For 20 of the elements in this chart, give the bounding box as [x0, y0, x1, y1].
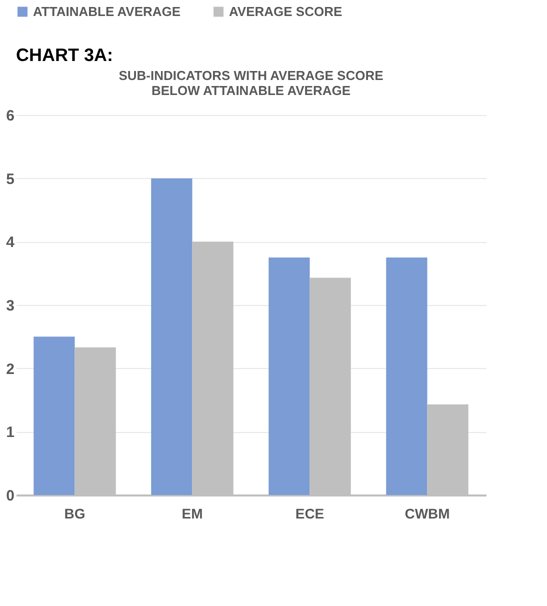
bar: [268, 258, 310, 495]
bar: [34, 336, 75, 495]
bar: [386, 258, 428, 495]
x-tick-label: BG: [64, 506, 86, 522]
y-tick-label: 1: [6, 424, 14, 442]
y-tick-label: 5: [6, 170, 14, 188]
text: BELOW ATTAINABLE AVERAGE: [151, 83, 351, 98]
y-tick-label: 2: [6, 360, 14, 378]
legend-label: AVERAGE SCORE: [229, 4, 342, 19]
y-tick-label: 6: [6, 108, 14, 124]
bar: [151, 178, 192, 495]
text: SUB-INDICATORS WITH AVERAGE SCORE: [118, 68, 384, 83]
legend-label: ATTAINABLE AVERAGE: [33, 4, 181, 19]
x-tick-label: CWBM: [404, 506, 450, 522]
y-tick-label: 4: [6, 234, 16, 252]
x-tick-label: ECE: [295, 506, 324, 522]
x-tick-label: EM: [182, 506, 203, 522]
y-tick-label: 3: [6, 298, 14, 314]
caption: CHART 3A:: [16, 45, 113, 65]
y-tick-label: 0: [6, 488, 14, 504]
